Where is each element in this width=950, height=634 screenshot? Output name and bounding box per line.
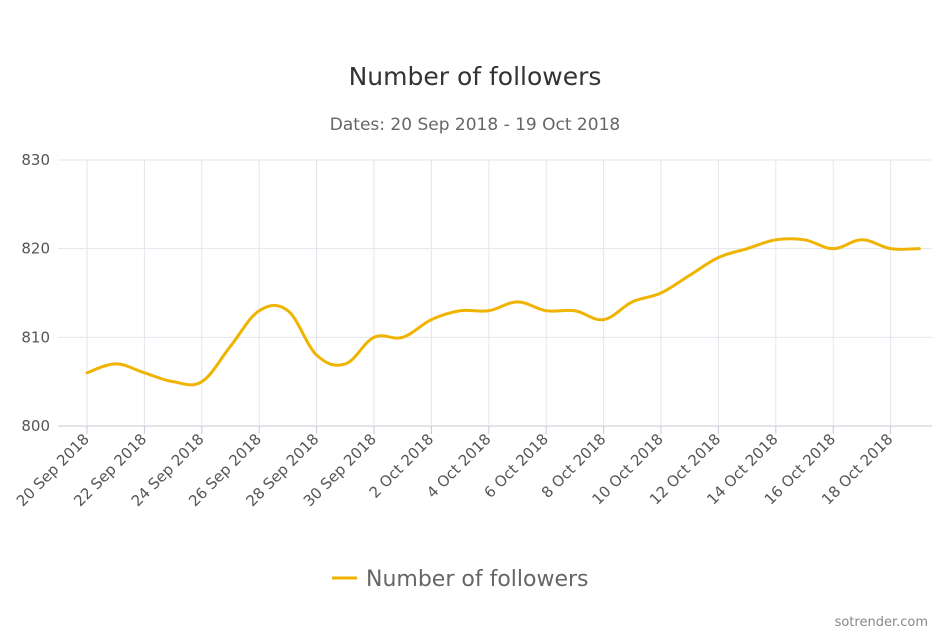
data-point[interactable] — [802, 237, 808, 243]
data-point[interactable] — [515, 299, 521, 305]
data-point[interactable] — [400, 334, 406, 340]
y-axis: 800 810 820 830 — [21, 151, 50, 435]
series-line[interactable] — [85, 237, 921, 387]
data-point[interactable] — [199, 379, 205, 385]
series-layer — [84, 237, 922, 387]
y-tick-label: 800 — [21, 417, 50, 435]
chart-subtitle: Dates: 20 Sep 2018 - 19 Oct 2018 — [330, 115, 620, 135]
data-point[interactable] — [629, 299, 635, 305]
data-point[interactable] — [658, 290, 664, 296]
data-point[interactable] — [859, 237, 865, 243]
data-point[interactable] — [342, 361, 348, 367]
data-point[interactable] — [113, 361, 119, 367]
grid — [58, 159, 932, 427]
data-point[interactable] — [371, 334, 377, 340]
data-point[interactable] — [486, 308, 492, 314]
data-point[interactable] — [744, 246, 750, 252]
data-point[interactable] — [457, 308, 463, 314]
y-tick-label: 820 — [21, 240, 50, 258]
y-tick-label: 830 — [21, 151, 50, 169]
data-point[interactable] — [572, 308, 578, 314]
data-point[interactable] — [830, 246, 836, 252]
y-tick-label: 810 — [21, 328, 50, 346]
data-point[interactable] — [141, 370, 147, 376]
data-point[interactable] — [84, 370, 90, 376]
data-point[interactable] — [428, 317, 434, 323]
watermark: sotrender.com — [835, 615, 928, 630]
data-point[interactable] — [888, 246, 894, 252]
data-point[interactable] — [314, 352, 320, 358]
data-point[interactable] — [715, 255, 721, 261]
legend[interactable]: Number of followers — [332, 567, 589, 592]
data-point[interactable] — [285, 308, 291, 314]
data-point[interactable] — [170, 379, 176, 385]
data-point[interactable] — [543, 308, 549, 314]
data-point[interactable] — [601, 317, 607, 323]
data-point[interactable] — [228, 343, 234, 349]
data-point[interactable] — [256, 308, 262, 314]
data-point[interactable] — [773, 237, 779, 243]
data-point[interactable] — [687, 272, 693, 278]
data-point[interactable] — [916, 246, 922, 252]
chart-title: Number of followers — [349, 62, 602, 91]
legend-label: Number of followers — [366, 567, 589, 592]
